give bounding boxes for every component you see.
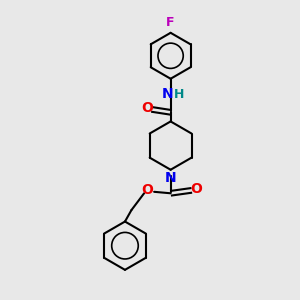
Text: O: O (142, 183, 154, 197)
Text: F: F (167, 16, 175, 29)
Text: O: O (141, 101, 153, 115)
Text: H: H (174, 88, 184, 100)
Text: N: N (165, 171, 176, 185)
Text: O: O (190, 182, 202, 196)
Text: N: N (161, 87, 173, 101)
